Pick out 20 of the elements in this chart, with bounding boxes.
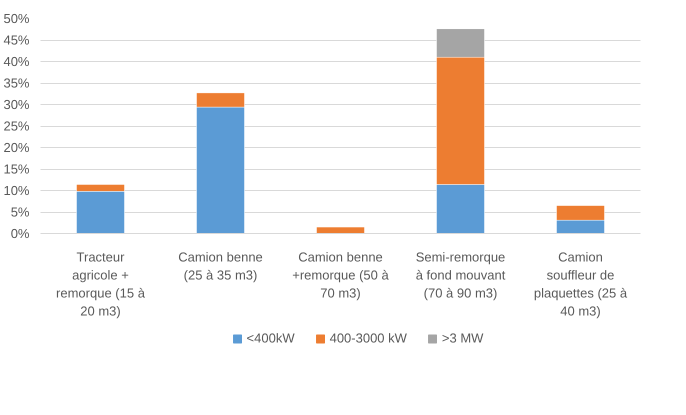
y-tick-label: 35% bbox=[3, 76, 30, 90]
y-tick-label: 10% bbox=[3, 183, 30, 198]
legend-label: <400kW bbox=[246, 330, 295, 346]
x-tick-label: Tracteur agricole + remorque (15 à 20 m3) bbox=[56, 250, 146, 318]
x-tick-label: Camion souffleur de plaquettes (25 à 40 m3) bbox=[534, 250, 628, 318]
x-tick-label: Camion benne (25 à 35 m3) bbox=[178, 250, 263, 282]
legend-label: 400-3000 kW bbox=[330, 330, 407, 346]
legend-label: >3 MW bbox=[442, 330, 484, 346]
y-tick-label: 25% bbox=[3, 118, 30, 134]
bar bbox=[316, 226, 365, 234]
y-tick-label: 45% bbox=[3, 32, 30, 48]
y-tick-label: 5% bbox=[10, 204, 30, 220]
x-tick-label: Camion benne +remorque (50 à 70 m3) bbox=[292, 250, 390, 300]
y-tick-label: 0% bbox=[10, 226, 30, 241]
y-tick-label: 50% bbox=[3, 11, 30, 26]
y-tick-label: 15% bbox=[3, 162, 30, 176]
y-tick-label: 20% bbox=[3, 140, 30, 155]
y-tick-label: 40% bbox=[3, 54, 30, 69]
y-tick-label: 30% bbox=[3, 97, 30, 112]
x-tick-label: Semi-remorque à fond mouvant (70 à 90 m3) bbox=[416, 250, 506, 300]
